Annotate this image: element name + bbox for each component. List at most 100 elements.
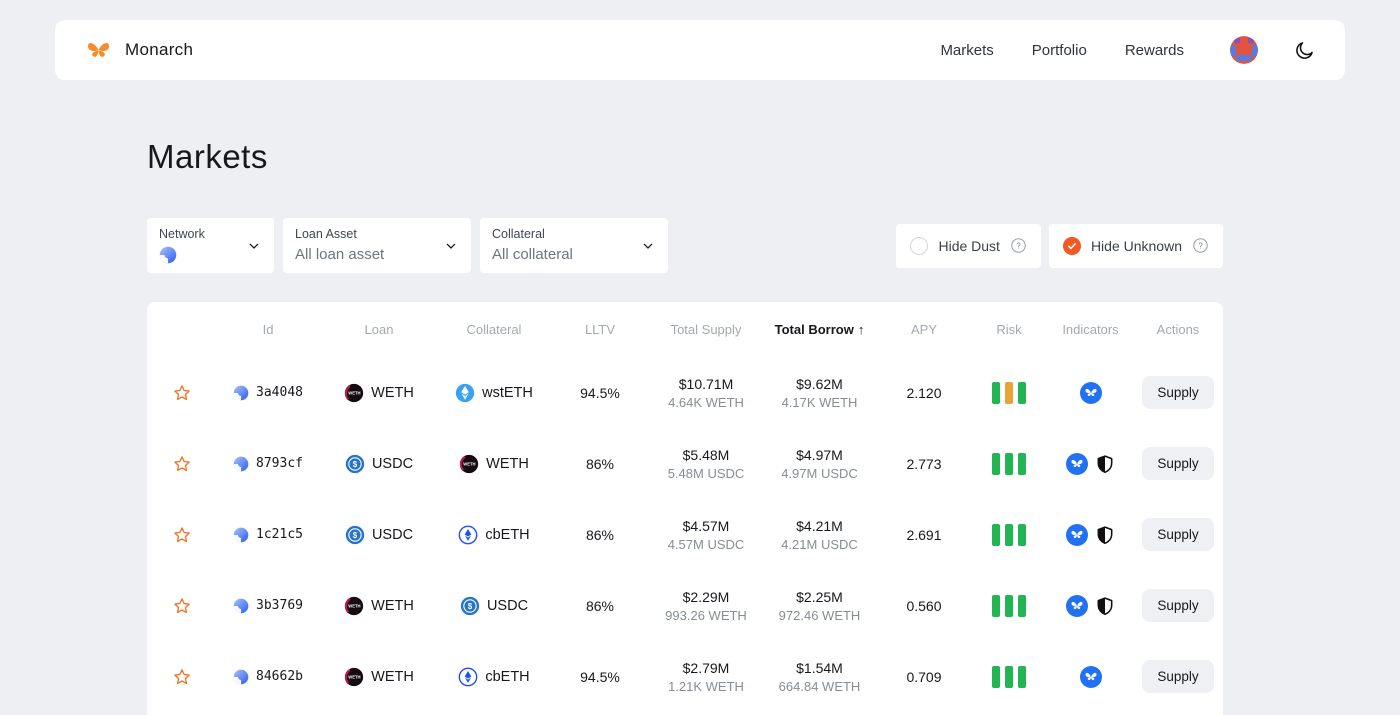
usdc-icon: [345, 454, 365, 474]
collateral-filter-label: Collateral: [492, 227, 545, 241]
table-row[interactable]: 3b3769 WETH USDC 86% $2.29M 993.26 WETH $…: [147, 570, 1223, 641]
cbeth-icon: [458, 525, 478, 545]
collateral-filter-dropdown[interactable]: Collateral All collateral: [480, 218, 668, 273]
borrow-usd: $1.54M: [796, 659, 843, 676]
hide-dust-toggle[interactable]: Hide Dust: [896, 223, 1041, 268]
network-filter-label: Network: [159, 227, 205, 241]
base-network-icon: [233, 456, 249, 472]
hide-dust-label: Hide Dust: [938, 237, 1000, 254]
table-row[interactable]: 84662b WETH cbETH 94.5% $2.79M 1.21K WETH…: [147, 641, 1223, 712]
shield-indicator-icon: [1095, 454, 1115, 474]
table-row[interactable]: 3a4048 WETH wstETH 94.5% $10.71M 4.64K WE…: [147, 357, 1223, 428]
weth-icon: [344, 596, 364, 616]
loan-asset-filter-dropdown[interactable]: Loan Asset All loan asset: [283, 218, 471, 273]
help-icon[interactable]: [1192, 237, 1209, 254]
monarch-indicator-icon: [1066, 452, 1088, 475]
top-navbar: Monarch Markets Portfolio Rewards: [55, 20, 1345, 80]
header-total-borrow-sorted[interactable]: Total Borrow ↑: [774, 322, 865, 337]
weth-icon: [459, 454, 479, 474]
chevron-down-icon: [246, 238, 262, 254]
nav-links: Markets Portfolio Rewards: [940, 42, 1184, 59]
header-risk[interactable]: Risk: [996, 322, 1022, 337]
favorite-star-icon[interactable]: [172, 667, 192, 687]
supply-usd: $10.71M: [678, 375, 734, 392]
supply-usd: $4.57M: [682, 517, 730, 534]
hide-unknown-toggle[interactable]: Hide Unknown: [1048, 223, 1223, 268]
base-network-icon: [233, 669, 249, 685]
supply-amount: 5.48M USDC: [667, 465, 745, 481]
risk-bars: [992, 523, 1026, 546]
favorite-star-icon[interactable]: [172, 454, 192, 474]
header-collateral[interactable]: Collateral: [466, 322, 522, 337]
borrow-amount: 972.46 WETH: [778, 607, 861, 623]
table-header-row: Id Loan Collateral LLTV Total Supply Tot…: [147, 302, 1223, 357]
favorite-star-icon[interactable]: [172, 383, 192, 403]
table-row[interactable]: 8793cf USDC WETH 86% $5.48M 5.48M USDC $4…: [147, 428, 1223, 499]
lltv-value: 94.5%: [580, 384, 620, 401]
market-id: 84662b: [256, 669, 303, 684]
loan-asset: USDC: [371, 455, 414, 472]
brand-home-link[interactable]: Monarch: [85, 40, 193, 60]
shield-indicator-icon: [1095, 525, 1115, 545]
header-id[interactable]: Id: [262, 322, 274, 337]
borrow-usd: $4.21M: [796, 517, 843, 534]
header-loan[interactable]: Loan: [364, 322, 394, 337]
nav-link-rewards[interactable]: Rewards: [1124, 41, 1184, 59]
supply-amount: 1.21K WETH: [668, 678, 744, 694]
market-id: 8793cf: [256, 456, 303, 471]
network-filter-dropdown[interactable]: Network: [147, 218, 274, 273]
supply-button[interactable]: Supply: [1142, 518, 1214, 551]
borrow-amount: 4.21M USDC: [781, 536, 858, 552]
base-network-icon: [233, 527, 249, 543]
supply-button[interactable]: Supply: [1142, 589, 1214, 622]
lltv-value: 86%: [585, 455, 615, 472]
favorite-star-icon[interactable]: [172, 596, 192, 616]
lltv-value: 94.5%: [580, 668, 620, 685]
help-icon[interactable]: [1010, 237, 1027, 254]
header-actions: Actions: [1156, 322, 1200, 337]
hide-unknown-label: Hide Unknown: [1090, 237, 1182, 254]
table-row[interactable]: 1c21c5 USDC cbETH 86% $4.57M 4.57M USDC $…: [147, 499, 1223, 570]
borrow-usd: $9.62M: [796, 375, 843, 392]
usdc-icon: [345, 525, 365, 545]
nav-link-markets[interactable]: Markets: [940, 41, 994, 59]
chevron-down-icon: [443, 238, 459, 254]
loan-asset: WETH: [371, 597, 414, 614]
loan-asset: WETH: [371, 384, 414, 401]
hide-dust-checkbox[interactable]: [910, 236, 929, 255]
chevron-down-icon: [640, 238, 656, 254]
supply-usd: $2.29M: [682, 588, 730, 605]
loan-asset-filter-value: All loan asset: [295, 246, 385, 263]
collateral-asset: cbETH: [485, 526, 530, 543]
market-id: 3b3769: [256, 598, 303, 613]
page-title: Markets: [147, 138, 268, 175]
header-total-supply[interactable]: Total Supply: [670, 322, 742, 337]
collateral-filter-value: All collateral: [492, 246, 573, 263]
risk-bars: [992, 452, 1026, 475]
favorite-star-icon[interactable]: [172, 525, 192, 545]
hide-unknown-checkbox[interactable]: [1062, 236, 1081, 255]
supply-button[interactable]: Supply: [1142, 660, 1214, 693]
toggle-group: Hide Dust Hide Unknown: [896, 223, 1223, 268]
cbeth-icon: [458, 667, 478, 687]
header-indicators[interactable]: Indicators: [1062, 322, 1119, 337]
monarch-butterfly-logo-icon: [85, 40, 112, 60]
apy-value: 2.120: [906, 384, 942, 401]
supply-button[interactable]: Supply: [1142, 376, 1214, 409]
supply-button[interactable]: Supply: [1142, 447, 1214, 480]
header-lltv[interactable]: LLTV: [584, 322, 616, 337]
brand-name: Monarch: [125, 40, 194, 59]
supply-usd: $5.48M: [682, 446, 730, 463]
nav-link-portfolio[interactable]: Portfolio: [1031, 41, 1087, 59]
dark-mode-moon-icon[interactable]: [1294, 40, 1315, 61]
header-apy[interactable]: APY: [910, 322, 937, 337]
borrow-usd: $2.25M: [796, 588, 843, 605]
apy-value: 2.773: [906, 455, 942, 472]
weth-icon: [344, 667, 364, 687]
collateral-asset: wstETH: [482, 384, 533, 401]
collateral-asset: WETH: [486, 455, 529, 472]
apy-value: 0.709: [906, 668, 942, 685]
supply-usd: $2.79M: [682, 659, 730, 676]
supply-amount: 4.64K WETH: [668, 394, 744, 410]
user-avatar[interactable]: [1230, 36, 1258, 64]
